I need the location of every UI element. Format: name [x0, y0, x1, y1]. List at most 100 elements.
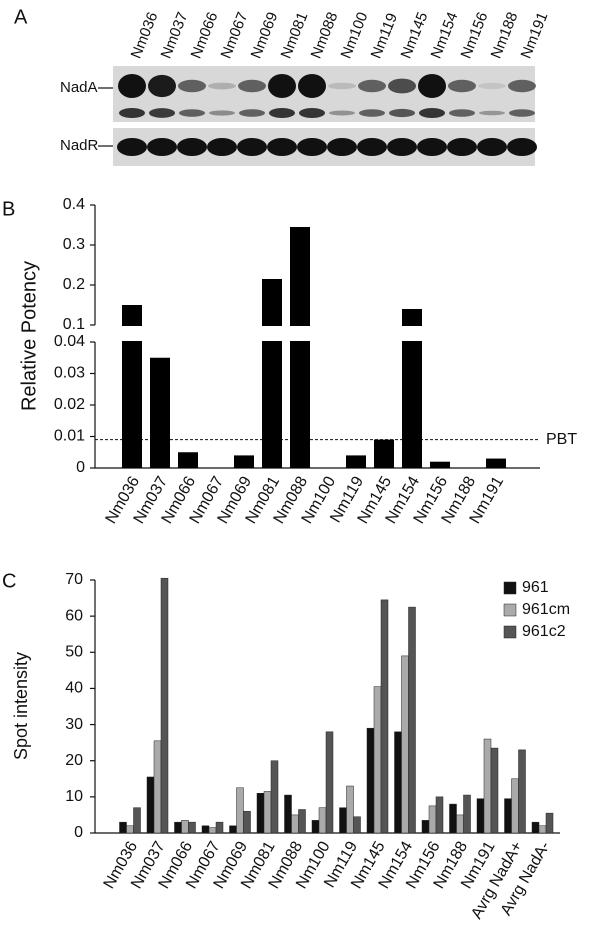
- axis-break-gap: [289, 326, 311, 341]
- bar: [339, 807, 347, 834]
- bar: [538, 825, 547, 834]
- bar: [150, 357, 170, 468]
- bar: [456, 814, 464, 834]
- bar: [435, 796, 444, 834]
- lane-label: Nm188: [488, 10, 522, 61]
- bar: [234, 455, 254, 468]
- panel-label: B: [2, 198, 15, 220]
- band: [359, 109, 385, 117]
- bar: [256, 792, 265, 834]
- y-tick-label: 0.3: [63, 236, 85, 253]
- legend-swatch: [503, 625, 517, 639]
- axis-break-gap: [401, 326, 423, 341]
- band: [328, 82, 356, 90]
- lane-label: Nm191: [518, 10, 552, 61]
- y-tick-label: 0: [76, 459, 85, 476]
- y-tick-label: 20: [65, 752, 83, 769]
- bar: [243, 811, 251, 834]
- band: [479, 110, 505, 116]
- y-axis-label: Relative Potency: [18, 261, 40, 411]
- band: [327, 138, 357, 156]
- band: [388, 78, 416, 94]
- bar: [408, 606, 416, 834]
- bar: [402, 309, 422, 468]
- bar: [504, 798, 512, 834]
- bar: [236, 787, 244, 834]
- axis-break-gap: [261, 326, 283, 341]
- band: [358, 79, 386, 93]
- y-tick-label: 10: [65, 788, 83, 805]
- legend-label: 961: [522, 579, 549, 596]
- band: [477, 138, 507, 156]
- bar: [178, 452, 198, 468]
- band: [149, 108, 175, 118]
- band: [417, 138, 447, 156]
- band: [269, 108, 295, 118]
- band: [267, 138, 297, 156]
- y-tick-label: 30: [65, 716, 83, 733]
- lane-label: Nm145: [398, 10, 432, 61]
- band: [177, 138, 207, 156]
- bar: [394, 731, 402, 834]
- band: [357, 138, 387, 156]
- legend-swatch: [503, 581, 517, 595]
- bar: [201, 825, 210, 834]
- panel-label: A: [14, 6, 28, 28]
- bar: [374, 439, 394, 468]
- y-tick-label: 0.2: [63, 276, 85, 293]
- bar: [311, 820, 320, 834]
- bar: [181, 820, 189, 834]
- lane-label: Nm036: [128, 10, 162, 61]
- band: [239, 109, 265, 117]
- bar: [401, 655, 409, 834]
- band: [329, 110, 355, 116]
- bar: [153, 740, 162, 834]
- bar: [208, 827, 217, 834]
- bar: [380, 599, 389, 834]
- legend-swatch: [503, 603, 517, 617]
- reference-label: PBT: [546, 431, 577, 448]
- band: [297, 138, 327, 156]
- bar: [428, 805, 437, 834]
- bar: [486, 458, 506, 468]
- band: [208, 82, 236, 90]
- bar: [346, 785, 354, 834]
- bar: [476, 798, 485, 834]
- bar: [449, 803, 457, 834]
- bar: [291, 814, 299, 834]
- y-tick-label: 40: [65, 680, 83, 697]
- band: [178, 79, 206, 93]
- bar: [518, 749, 526, 834]
- bar: [430, 461, 450, 468]
- band: [119, 108, 145, 118]
- band: [507, 138, 537, 156]
- y-tick-label: 70: [65, 571, 83, 588]
- bar: [262, 279, 282, 468]
- lane-label: Nm081: [278, 10, 312, 61]
- band: [148, 74, 176, 98]
- lane-label: Nm156: [458, 10, 492, 61]
- band: [237, 138, 267, 156]
- bar: [290, 227, 310, 468]
- bar: [160, 577, 169, 834]
- lane-label: Nm119: [368, 11, 401, 61]
- bar: [215, 821, 224, 834]
- bar: [146, 776, 155, 834]
- panel-label: C: [2, 570, 16, 592]
- lane-label: Nm037: [158, 10, 192, 61]
- y-tick-label: 50: [65, 644, 83, 661]
- bar: [126, 825, 134, 834]
- row-label: NadR: [60, 137, 99, 154]
- y-tick-label: 0.4: [63, 196, 85, 213]
- band: [419, 108, 445, 118]
- band: [299, 108, 325, 118]
- y-tick-label: 0.03: [54, 365, 85, 382]
- band: [179, 109, 205, 117]
- lane-label: Nm100: [338, 10, 372, 61]
- row-label: NadA: [60, 79, 98, 96]
- bar: [119, 821, 127, 834]
- bar: [373, 686, 382, 834]
- y-tick-label: 60: [65, 607, 83, 624]
- bar: [270, 760, 279, 834]
